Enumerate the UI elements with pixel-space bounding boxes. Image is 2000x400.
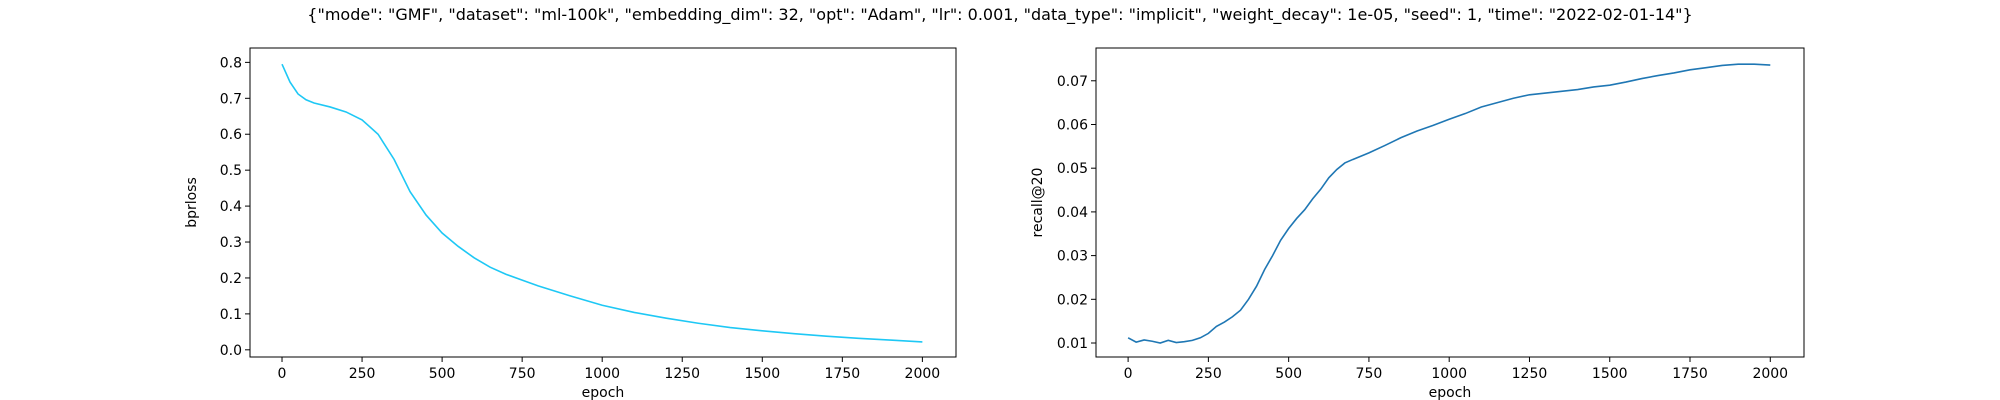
bprloss-xtick-label: 1250 <box>664 366 700 382</box>
recall-xtick-label: 0 <box>1124 366 1133 382</box>
recall-xtick-label: 750 <box>1356 366 1383 382</box>
recall-chart-panel: 0 250 500 750 1000 1250 1500 1750 2000 0.010.020… <box>1030 47 1805 400</box>
bprloss-ytick-label: 0.3 <box>220 235 242 251</box>
recall-xtick-label: 1250 <box>1512 366 1548 382</box>
recall-chart-xticks: 0 250 500 750 1000 1250 1500 1750 2000 <box>1124 357 1788 382</box>
bprloss-chart-ylabel: bprloss <box>184 177 200 228</box>
bprloss-xtick-label: 1750 <box>825 366 861 382</box>
recall-ytick-label: 0.04 <box>1057 205 1088 221</box>
recall-xtick-label: 1750 <box>1672 366 1708 382</box>
recall-xtick-label: 1500 <box>1592 366 1628 382</box>
bprloss-xtick-label: 2000 <box>905 366 941 382</box>
recall-chart-xlabel: epoch <box>1429 385 1472 400</box>
recall-xtick-label: 1000 <box>1431 366 1467 382</box>
recall-series-line <box>1127 63 1771 344</box>
bprloss-chart-xticks: 0 250 500 750 1000 1250 1500 1750 2000 <box>278 357 941 382</box>
recall-ytick-label: 0.07 <box>1057 74 1088 90</box>
recall-ytick-label: 0.05 <box>1057 161 1088 177</box>
bprloss-chart-frame <box>249 47 957 358</box>
bprloss-ytick-label: 0.6 <box>220 127 242 143</box>
recall-ytick-label: 0.02 <box>1057 292 1088 308</box>
bprloss-ytick-label: 0.4 <box>220 199 242 215</box>
bprloss-series-line <box>281 63 923 343</box>
bprloss-xtick-label: 500 <box>429 366 456 382</box>
bprloss-ytick-label: 0.8 <box>220 55 242 71</box>
recall-chart-yticks: 0.01 0.02 0.03 0.04 0.05 0.06 0.07 <box>1057 74 1096 352</box>
bprloss-ytick-label: 0.7 <box>220 91 242 107</box>
recall-ytick-label: 0.01 <box>1057 336 1088 352</box>
bprloss-xtick-label: 750 <box>509 366 536 382</box>
bprloss-ytick-label: 0.2 <box>220 271 242 287</box>
recall-ytick-label: 0.06 <box>1057 117 1088 133</box>
bprloss-ytick-label: 0.0 <box>220 343 242 359</box>
recall-xtick-label: 500 <box>1275 366 1302 382</box>
bprloss-chart-xlabel: epoch <box>582 385 625 400</box>
bprloss-xtick-label: 250 <box>349 366 376 382</box>
bprloss-xtick-label: 1500 <box>744 366 780 382</box>
recall-xtick-label: 2000 <box>1752 366 1788 382</box>
recall-chart-ylabel: recall@20 <box>1030 168 1046 238</box>
bprloss-xtick-label: 0 <box>278 366 287 382</box>
recall-chart-frame <box>1095 47 1805 358</box>
bprloss-ytick-label: 0.1 <box>220 307 242 323</box>
figure-suptitle: {"mode": "GMF", "dataset": "ml-100k", "e… <box>307 5 1692 25</box>
bprloss-chart-panel: 0 250 500 750 1000 1250 1500 1750 2000 0.0 0.1 0.2… <box>184 47 957 400</box>
recall-xtick-label: 250 <box>1195 366 1222 382</box>
bprloss-ytick-label: 0.5 <box>220 163 242 179</box>
bprloss-xtick-label: 1000 <box>584 366 620 382</box>
recall-ytick-label: 0.03 <box>1057 249 1088 265</box>
bprloss-chart-yticks: 0.0 0.1 0.2 0.3 0.4 0.5 0.6 0.7 0.8 <box>220 55 250 359</box>
